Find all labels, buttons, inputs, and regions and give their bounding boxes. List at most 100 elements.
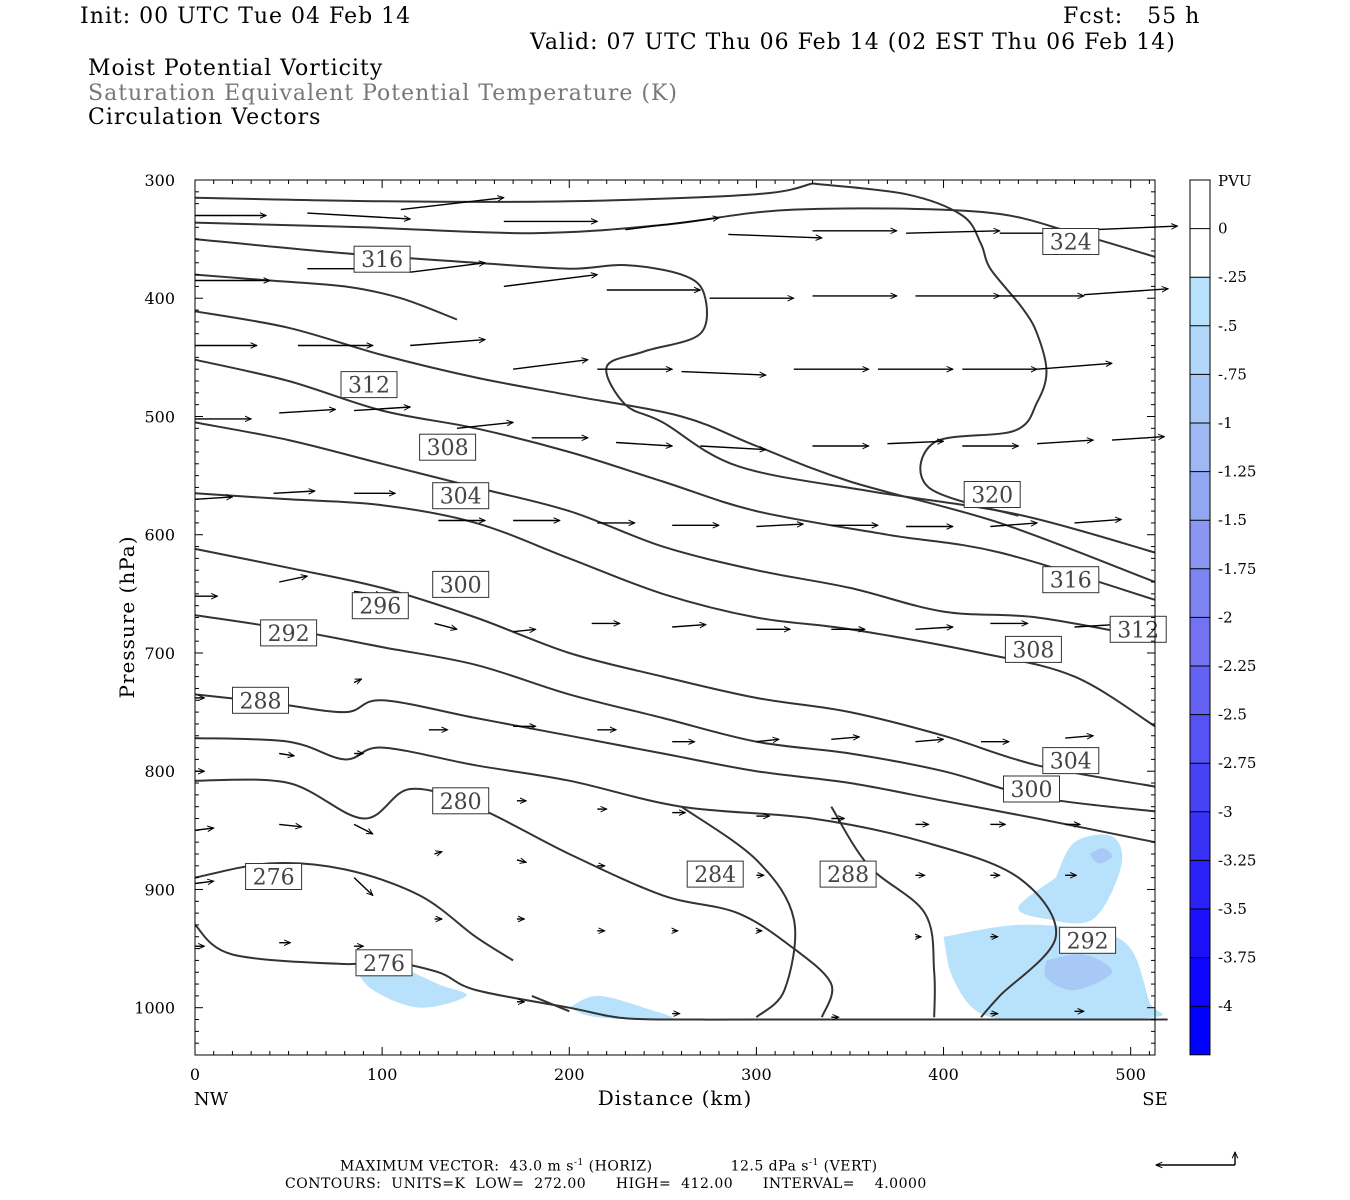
- theta-e-contour-line: [812, 182, 1048, 517]
- valid-time: Valid: 07 UTC Thu 06 Feb 14 (02 EST Thu …: [530, 30, 1176, 55]
- colorbar-label: -3.5: [1218, 900, 1247, 918]
- circulation-vector: [887, 441, 943, 443]
- circulation-vector: [194, 497, 232, 499]
- contour-label-box: [245, 863, 303, 890]
- x-tick-label: 100: [367, 1065, 398, 1084]
- contour-label: 304: [440, 485, 482, 510]
- circulation-vector: [625, 218, 719, 231]
- unit-sup-2: -1: [808, 1158, 819, 1168]
- mpv-region: [1044, 954, 1113, 991]
- contour-labels: 324 316 312 308 304 320 300 316 296 312 292 308 288 3…: [232, 228, 1167, 977]
- theta-e-contour-line: [194, 492, 1156, 728]
- circulation-vector: [616, 441, 672, 447]
- mpv-region: [1018, 834, 1123, 924]
- max-vector-text: MAXIMUM VECTOR: 43.0 m s: [340, 1158, 574, 1175]
- circulation-vector: [353, 877, 373, 896]
- theta-e-contour-line: [194, 547, 1156, 788]
- circulation-vector: [279, 409, 335, 414]
- title-vectors: Circulation Vectors: [88, 105, 322, 130]
- colorbar-label: -1.5: [1218, 511, 1247, 529]
- contour-label: 288: [240, 689, 282, 714]
- x-tick-label: 0: [190, 1065, 200, 1084]
- circulation-vector: [756, 524, 803, 526]
- colorbar-label: -.25: [1218, 268, 1247, 286]
- contour-label: 304: [1050, 750, 1092, 775]
- colorbar-swatch: [1190, 180, 1210, 229]
- contour-label: 288: [827, 863, 869, 888]
- contour-label: 280: [440, 790, 482, 815]
- left-end-label: NW: [194, 1089, 229, 1110]
- contour-label-box: [1042, 747, 1100, 775]
- contour-label: 300: [440, 573, 482, 598]
- colorbar-swatch: [1190, 568, 1210, 618]
- contour-label: 292: [1067, 929, 1109, 954]
- axes: 300 400 500 600 700 800 900 1000 0 100 200 300 400 50…: [115, 171, 1168, 1110]
- circulation-vector: [400, 198, 504, 211]
- circulation-vector: [756, 739, 779, 741]
- contour-label: 292: [268, 622, 310, 647]
- colorbar-label: -1: [1218, 414, 1233, 432]
- max-vector-line: MAXIMUM VECTOR: 43.0 m s-1 (HORIZ) 12.5 d…: [340, 1158, 878, 1175]
- contour-label: 276: [253, 866, 295, 891]
- reference-vector: [1156, 1152, 1235, 1165]
- contour-label-box: [819, 860, 877, 888]
- y-tick-label: 1000: [134, 999, 175, 1018]
- contour-label-box: [1042, 228, 1100, 255]
- theta-e-contour-line: [194, 737, 1058, 1018]
- colorbar-label: -3: [1218, 803, 1233, 821]
- circulation-vector: [307, 212, 410, 219]
- contour-label-box: [419, 433, 477, 461]
- theta-e-contours: [194, 182, 1168, 1021]
- contour-label: 312: [348, 374, 390, 399]
- circulation-vector: [513, 360, 588, 370]
- contour-label: 308: [1012, 638, 1054, 663]
- circulation-vector: [194, 881, 214, 883]
- colorbar-label: -.75: [1218, 365, 1247, 383]
- mpv-region: [1089, 848, 1113, 864]
- colorbar-label: -3.25: [1218, 851, 1256, 869]
- horiz-text: (HORIZ): [583, 1158, 653, 1175]
- circulation-vector: [410, 340, 485, 347]
- colorbar-swatch: [1190, 520, 1210, 569]
- colorbar-swatch: [1190, 957, 1210, 1007]
- contour-label-box: [353, 245, 411, 273]
- title-theta-e: Saturation Equivalent Potential Temperat…: [88, 81, 678, 106]
- colorbar-label: -2: [1218, 608, 1233, 626]
- theta-e-contour-line: [194, 238, 1156, 554]
- right-end-label: SE: [1142, 1089, 1167, 1110]
- contour-label: 308: [427, 436, 469, 461]
- contour-label-box: [1042, 566, 1100, 594]
- y-tick-label: 300: [144, 171, 175, 190]
- contour-label-box: [355, 949, 413, 977]
- circulation-vector: [915, 739, 944, 741]
- colorbar-swatch: [1190, 909, 1210, 958]
- colorbar-label: -4: [1218, 997, 1233, 1015]
- circulation-vector: [681, 370, 766, 376]
- contour-label-box: [351, 592, 409, 620]
- contour-label-box: [260, 619, 318, 647]
- circulation-vector: [990, 523, 1037, 528]
- colorbar-swatch: [1190, 374, 1210, 423]
- y-tick-label: 700: [144, 644, 175, 663]
- theta-e-contour-line: [680, 805, 797, 1018]
- circulation-vector: [1037, 363, 1112, 370]
- circulation-vector: [279, 754, 294, 756]
- circulation-vector: [410, 263, 485, 273]
- contour-label: 284: [694, 863, 736, 888]
- colorbar-swatch: [1190, 811, 1210, 861]
- circulation-vector: [434, 852, 443, 854]
- contour-label: 276: [363, 952, 405, 977]
- contour-label-box: [232, 686, 289, 714]
- theta-e-contour-line: [194, 924, 1168, 1021]
- colorbar-label: -2.5: [1218, 706, 1247, 724]
- theta-e-contour-line: [194, 182, 813, 203]
- y-tick-label: 400: [144, 289, 175, 308]
- theta-e-contour-line: [531, 994, 570, 1013]
- title-mpv: Moist Potential Vorticity: [88, 56, 384, 81]
- circulation-vector: [700, 445, 766, 450]
- circulation-vector: [354, 407, 410, 412]
- circulation-vector: [1074, 519, 1122, 524]
- theta-e-contour-line: [194, 358, 1156, 601]
- circulation-vectors: [194, 198, 1178, 1018]
